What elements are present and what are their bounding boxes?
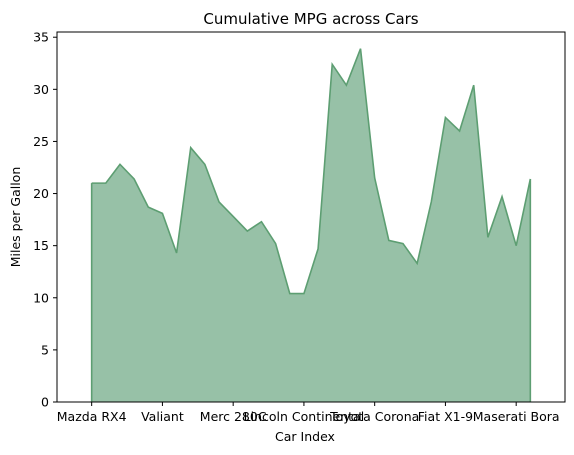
y-tick-label: 20 (33, 186, 49, 201)
x-tick-label: Merc 280C (200, 409, 267, 424)
y-tick-label: 15 (33, 238, 49, 253)
y-tick-label: 10 (33, 290, 49, 305)
x-tick-label: Lincoln Continental (244, 409, 365, 424)
y-tick-label: 35 (33, 30, 49, 45)
plot-frame (56, 31, 566, 403)
chart-title: Cumulative MPG across Cars (203, 10, 418, 28)
y-tick-label: 25 (33, 134, 49, 149)
x-tick-label: Toyota Corona (329, 409, 419, 424)
x-tick-label: Maserati Bora (473, 409, 560, 424)
x-tick-label: Fiat X1-9 (418, 409, 473, 424)
mpg-area-fill (91, 48, 531, 403)
mpg-series-line (91, 48, 532, 295)
y-tick-label: 5 (41, 342, 49, 357)
x-axis-title: Car Index (275, 429, 335, 444)
y-axis: 0 5 10 15 20 25 30 35 (33, 30, 57, 410)
plot-area (90, 48, 532, 403)
y-tick-label: 30 (33, 82, 49, 97)
y-tick-label: 0 (41, 395, 49, 410)
x-tick-label: Mazda RX4 (57, 409, 127, 424)
y-axis-title: Miles per Gallon (8, 167, 23, 268)
x-tick-label: Valiant (141, 409, 184, 424)
